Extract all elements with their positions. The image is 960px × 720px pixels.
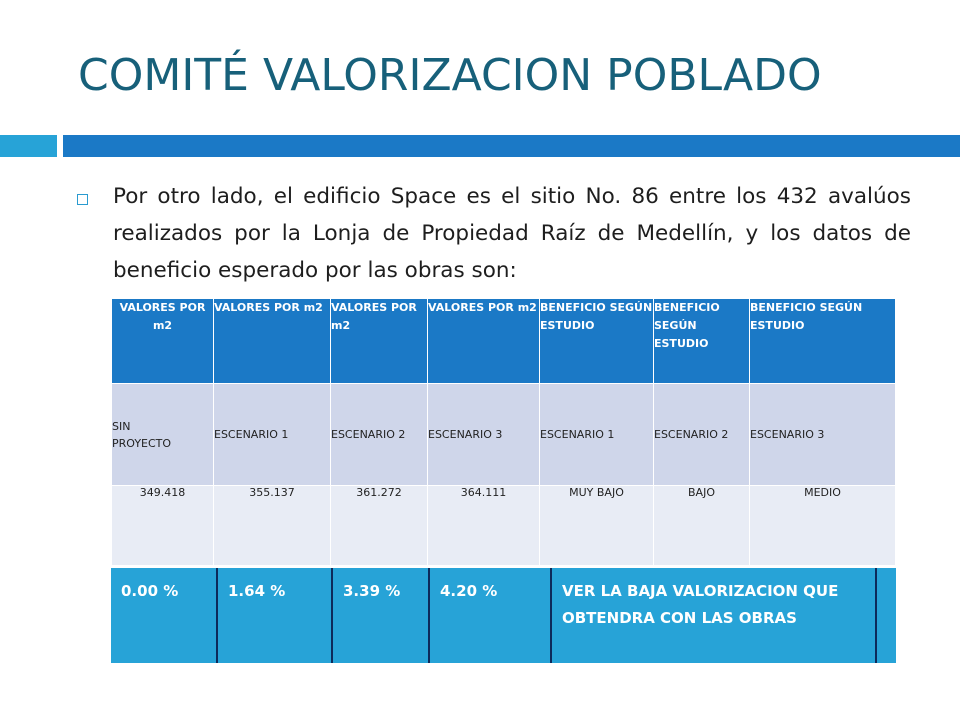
percent-cell: 1.64 %	[217, 568, 333, 663]
valuation-table: VALORES POR m2 VALORES POR m2 VALORES PO…	[111, 298, 896, 566]
percent-cell: 0.00 %	[111, 568, 218, 663]
table-cell: ESCENARIO 1	[539, 383, 654, 486]
table-cell: BAJO	[653, 485, 750, 566]
title-accent-bar-left	[0, 135, 57, 157]
table-cell: SIN PROYECTO	[111, 383, 214, 486]
table-cell: MUY BAJO	[539, 485, 654, 566]
percent-empty-cell	[876, 568, 896, 663]
hollow-square-bullet-icon	[77, 194, 88, 205]
table-header-row: VALORES POR m2 VALORES POR m2 VALORES PO…	[111, 298, 896, 384]
percent-table: 0.00 % 1.64 % 3.39 % 4.20 % VER LA BAJA …	[111, 568, 896, 663]
table-header-cell: VALORES POR m2	[111, 298, 214, 384]
table-scenario-row: SIN PROYECTO ESCENARIO 1 ESCENARIO 2 ESC…	[111, 383, 896, 486]
table-header-cell: VALORES POR m2	[330, 298, 428, 384]
percent-note-cell: VER LA BAJA VALORIZACION QUE OBTENDRA CO…	[551, 568, 877, 663]
percent-cell: 4.20 %	[429, 568, 552, 663]
bullet-text: Por otro lado, el edificio Space es el s…	[113, 184, 911, 283]
table-cell: ESCENARIO 2	[330, 383, 428, 486]
table-cell: 349.418	[111, 485, 214, 566]
percent-cell: 3.39 %	[332, 568, 430, 663]
table-cell: 361.272	[330, 485, 428, 566]
table-cell: ESCENARIO 1	[213, 383, 331, 486]
table-cell: 364.111	[427, 485, 540, 566]
table-header-cell: VALORES POR m2	[213, 298, 331, 384]
table-cell: ESCENARIO 3	[749, 383, 896, 486]
table-header-cell: BENEFICIO SEGÚN ESTUDIO	[749, 298, 896, 384]
table-cell: MEDIO	[749, 485, 896, 566]
table-values-row: 349.418 355.137 361.272 364.111 MUY BAJO…	[111, 485, 896, 566]
percent-row: 0.00 % 1.64 % 3.39 % 4.20 % VER LA BAJA …	[111, 568, 896, 663]
slide-title: COMITÉ VALORIZACION POBLADO	[78, 50, 822, 101]
table-header-cell: BENEFICIO SEGÚN ESTUDIO	[653, 298, 750, 384]
table-cell: ESCENARIO 2	[653, 383, 750, 486]
table-header-cell: VALORES POR m2	[427, 298, 540, 384]
title-accent-bar-right	[63, 135, 960, 157]
table-header-cell: BENEFICIO SEGÚN ESTUDIO	[539, 298, 654, 384]
table-cell: ESCENARIO 3	[427, 383, 540, 486]
table-cell: 355.137	[213, 485, 331, 566]
